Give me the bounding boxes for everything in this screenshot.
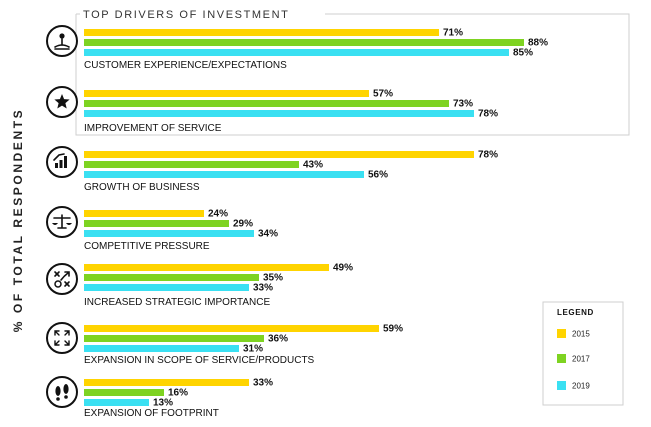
- footprint-icon: [46, 376, 78, 408]
- bar-2017: [84, 274, 259, 281]
- y-axis-label: % OF TOTAL RESPONDENTS: [11, 108, 25, 333]
- category-label: EXPANSION IN SCOPE OF SERVICE/PRODUCTS: [84, 355, 315, 366]
- category-group: 49% 35%33% INCREASED STRATEGIC IMPORTANCE: [84, 263, 353, 308]
- star-icon: [46, 86, 78, 118]
- bar-2019: [84, 110, 474, 117]
- legend-item-2019: 2019: [557, 381, 590, 391]
- bar-value-label: 31%: [243, 344, 263, 355]
- bar-2019: [84, 284, 249, 291]
- bar-value-label: 24%: [208, 209, 228, 220]
- expand-arrows-icon: [46, 322, 78, 354]
- bar-2015: [84, 264, 329, 271]
- legend-label: 2015: [572, 330, 590, 339]
- bar-2017: [84, 220, 229, 227]
- bar-value-label: 71%: [443, 28, 463, 39]
- legend-item-2015: 2015: [557, 329, 590, 339]
- bar-2017: [84, 161, 299, 168]
- bar-value-label: 56%: [368, 170, 388, 181]
- bar-value-label: 34%: [258, 229, 278, 240]
- bar-2015: [84, 325, 379, 332]
- category-group: 24% 29% 34% COMPETITIVE PRESSURE: [84, 209, 278, 252]
- bar-value-label: 29%: [233, 219, 253, 230]
- category-group: 78% 43% 56% GROWTH OF BUSINESS: [84, 150, 498, 193]
- category-label: INCREASED STRATEGIC IMPORTANCE: [84, 297, 270, 308]
- bar-value-label: 57%: [373, 89, 393, 100]
- bar-value-label: 35%: [263, 273, 283, 284]
- bar-2015: [84, 210, 204, 217]
- bar-2015: [84, 29, 439, 36]
- bar-2015: [84, 379, 249, 386]
- bar-value-label: 59%: [383, 324, 403, 335]
- category-group: 59% 36% 31%EXPANSION IN SCOPE OF SERVICE/P…: [84, 324, 403, 366]
- bar-value-label: 49%: [333, 263, 353, 274]
- bar-value-label: 43%: [303, 160, 323, 171]
- bar-value-label: 16%: [168, 388, 188, 399]
- legend-swatch: [557, 381, 566, 390]
- bar-2017: [84, 389, 164, 396]
- bar-value-label: 33%: [253, 283, 273, 294]
- bar-2017: [84, 335, 264, 342]
- bar-2015: [84, 151, 474, 158]
- legend-item-2017: 2017: [557, 354, 590, 364]
- bar-2019: [84, 230, 254, 237]
- legend-title: LEGEND: [557, 308, 594, 317]
- category-label: GROWTH OF BUSINESS: [84, 182, 200, 193]
- bar-value-label: 73%: [453, 99, 473, 110]
- category-label: COMPETITIVE PRESSURE: [84, 241, 210, 252]
- bar-2019: [84, 49, 509, 56]
- scales-icon: [46, 206, 78, 238]
- bar-value-label: 85%: [513, 48, 533, 59]
- category-group: 57% 73% 78% IMPROVEMENT OF SERVICE: [84, 89, 498, 134]
- bar-2017: [84, 100, 449, 107]
- bar-value-label: 88%: [528, 38, 548, 49]
- bar-2019: [84, 345, 239, 352]
- bar-2019: [84, 399, 149, 406]
- legend-label: 2019: [572, 382, 590, 391]
- bar-value-label: 13%: [153, 398, 173, 409]
- legend-swatch: [557, 329, 566, 338]
- category-label: IMPROVEMENT OF SERVICE: [84, 123, 222, 134]
- bar-2015: [84, 90, 369, 97]
- category-group: 33% 16%13%EXPANSION OF FOOTPRINT: [84, 378, 273, 419]
- bar-2017: [84, 39, 524, 46]
- legend-label: 2017: [572, 355, 590, 364]
- chart-title: TOP DRIVERS OF INVESTMENT: [83, 9, 289, 21]
- bar-value-label: 36%: [268, 334, 288, 345]
- legend-swatch: [557, 354, 566, 363]
- category-label: EXPANSION OF FOOTPRINT: [84, 408, 219, 419]
- category-label: CUSTOMER EXPERIENCE/EXPECTATIONS: [84, 60, 287, 71]
- growth-chart-icon: [46, 146, 78, 178]
- category-group: 71% 88%85% CUSTOMER EXPERIENCE/EXPECTATION…: [84, 28, 548, 71]
- bar-value-label: 33%: [253, 378, 273, 389]
- legend: LEGEND 2015 2017 2019: [542, 301, 624, 406]
- bar-value-label: 78%: [478, 109, 498, 120]
- bar-value-label: 78%: [478, 150, 498, 161]
- customer-icon: [46, 25, 78, 57]
- strategy-icon: [46, 263, 78, 295]
- bar-2019: [84, 171, 364, 178]
